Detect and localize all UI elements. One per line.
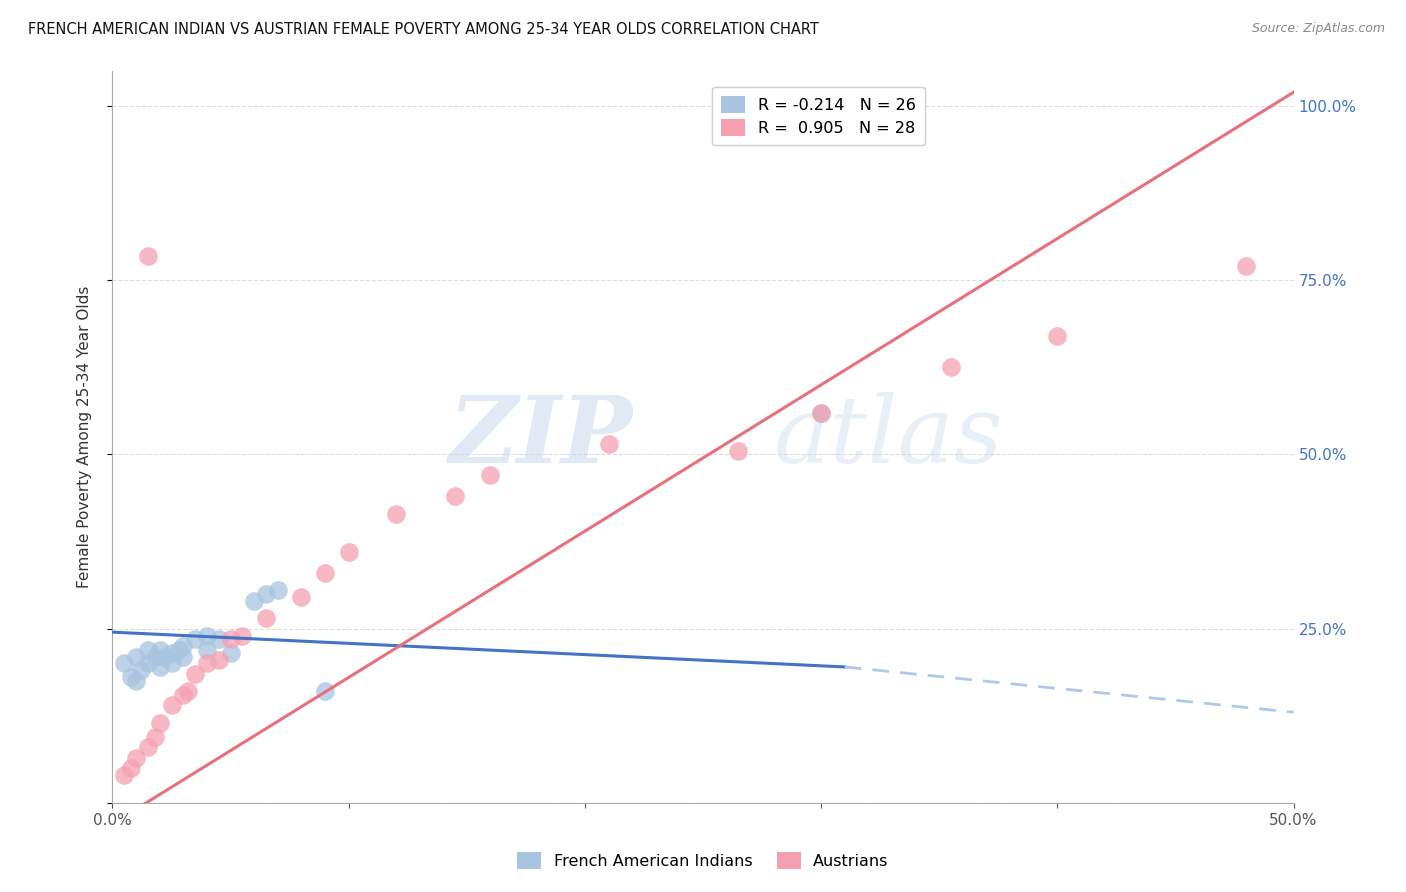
Point xyxy=(219,632,242,646)
Point xyxy=(290,591,312,605)
Legend: R = -0.214   N = 26, R =  0.905   N = 28: R = -0.214 N = 26, R = 0.905 N = 28 xyxy=(711,87,925,145)
Point xyxy=(143,649,166,664)
Point xyxy=(219,646,242,660)
Point xyxy=(479,468,502,483)
Point xyxy=(254,587,277,601)
Point xyxy=(314,566,336,580)
Point xyxy=(160,657,183,671)
Point xyxy=(143,730,166,744)
Point xyxy=(727,444,749,458)
Point xyxy=(149,660,172,674)
Point xyxy=(810,406,832,420)
Point xyxy=(125,673,148,688)
Point xyxy=(231,629,253,643)
Point xyxy=(208,632,231,646)
Point xyxy=(939,360,962,375)
Point xyxy=(172,639,194,653)
Point xyxy=(112,657,135,671)
Point xyxy=(1234,260,1257,274)
Point xyxy=(810,406,832,420)
Legend: French American Indians, Austrians: French American Indians, Austrians xyxy=(510,846,896,875)
Point xyxy=(136,657,159,671)
Point xyxy=(160,646,183,660)
Point xyxy=(444,489,467,503)
Point xyxy=(337,545,360,559)
Point xyxy=(243,594,266,608)
Point xyxy=(153,649,176,664)
Point xyxy=(172,688,194,702)
Point xyxy=(167,642,190,657)
Point xyxy=(254,611,277,625)
Point xyxy=(120,761,142,775)
Point xyxy=(267,583,290,598)
Point xyxy=(125,750,148,764)
Text: ZIP: ZIP xyxy=(449,392,633,482)
Point xyxy=(160,698,183,713)
Point xyxy=(120,670,142,684)
Text: Source: ZipAtlas.com: Source: ZipAtlas.com xyxy=(1251,22,1385,36)
Point xyxy=(125,649,148,664)
Text: atlas: atlas xyxy=(773,392,1004,482)
Point xyxy=(1046,329,1069,343)
Point xyxy=(184,632,207,646)
Y-axis label: Female Poverty Among 25-34 Year Olds: Female Poverty Among 25-34 Year Olds xyxy=(77,286,91,588)
Point xyxy=(195,642,218,657)
Point xyxy=(136,642,159,657)
Point xyxy=(172,649,194,664)
Point xyxy=(385,507,408,521)
Point xyxy=(177,684,200,698)
Point xyxy=(195,657,218,671)
Point xyxy=(129,664,152,678)
Point xyxy=(149,642,172,657)
Point xyxy=(195,629,218,643)
Text: FRENCH AMERICAN INDIAN VS AUSTRIAN FEMALE POVERTY AMONG 25-34 YEAR OLDS CORRELAT: FRENCH AMERICAN INDIAN VS AUSTRIAN FEMAL… xyxy=(28,22,818,37)
Point xyxy=(184,667,207,681)
Point xyxy=(149,715,172,730)
Point xyxy=(314,684,336,698)
Point xyxy=(136,249,159,263)
Point xyxy=(598,437,620,451)
Point xyxy=(208,653,231,667)
Point xyxy=(136,740,159,755)
Point xyxy=(112,768,135,782)
